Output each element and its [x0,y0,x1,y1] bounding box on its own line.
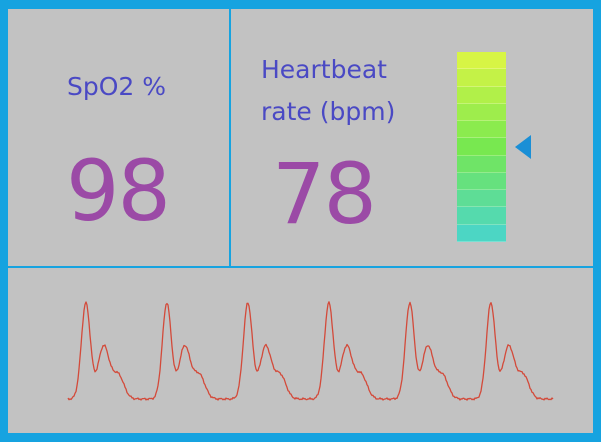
level-bar-segment [457,69,506,87]
level-bar-segment [457,121,506,139]
level-bar-segment [457,172,506,191]
spo2-label: SpO2 % [67,72,167,101]
level-bar-segment [457,103,506,122]
heartbeat-label-line1: Heartbeat [261,55,387,84]
heartbeat-value: 78 [272,145,377,243]
level-bar-segment [457,86,506,104]
heartbeat-level-bar [457,52,506,242]
level-bar-segment [457,138,506,156]
level-bar-segment [457,52,506,70]
spo2-value: 98 [66,142,171,240]
monitor-display: SpO2 % 98 Heartbeat rate (bpm) 78 [8,9,593,433]
pleth-waveform [67,301,554,401]
waveform-trace [67,301,554,401]
level-bar-segment [457,190,506,208]
horizontal-divider [8,266,593,268]
level-bar-segment [457,155,506,173]
heartbeat-label-line2: rate (bpm) [261,97,396,126]
vertical-divider [229,9,231,267]
level-bar-segment [457,207,506,225]
level-bar-segment [457,224,506,242]
triangle-left-icon [515,135,531,159]
